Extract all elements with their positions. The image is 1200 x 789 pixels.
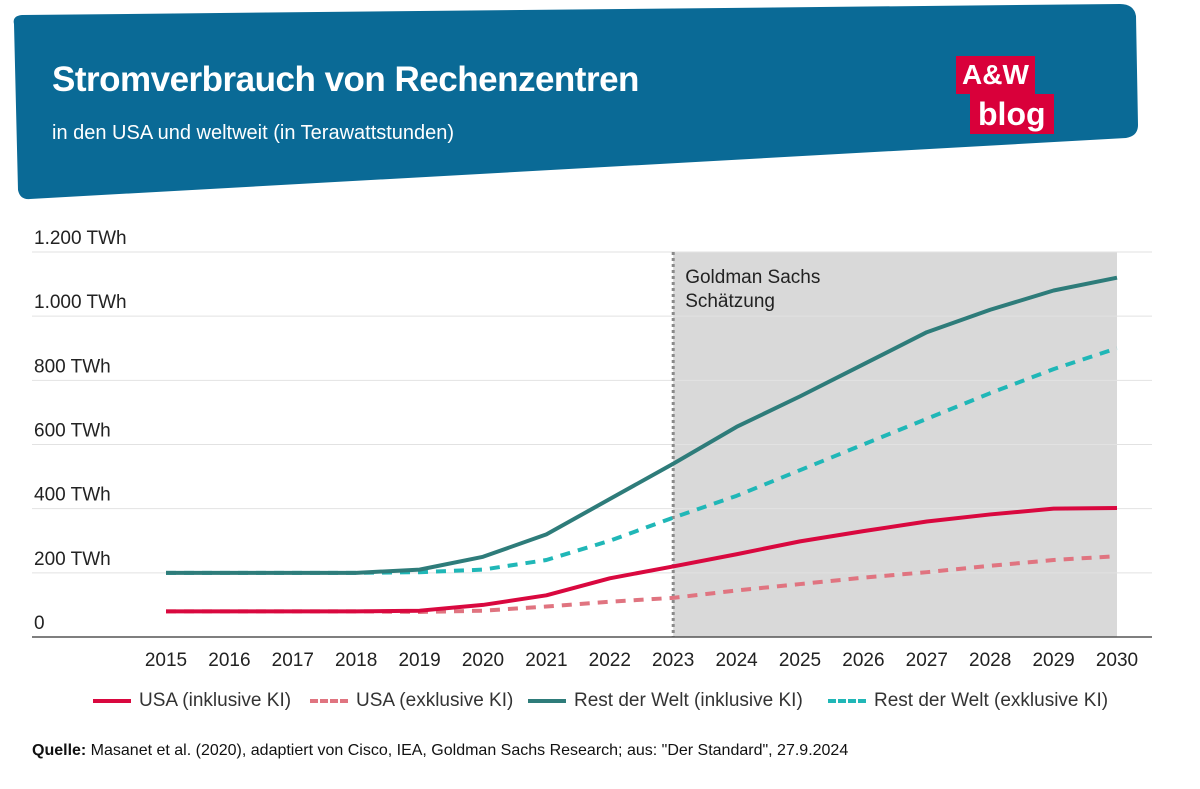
x-tick-label: 2028 (969, 650, 1011, 671)
x-tick-label: 2018 (335, 650, 377, 671)
source-note: Quelle: Masanet et al. (2020), adaptiert… (32, 742, 848, 760)
legend-item-usa-excl: USA (exklusive KI) (310, 690, 513, 712)
legend: USA (inklusive KI) USA (exklusive KI) Re… (0, 690, 1200, 720)
legend-swatch-row-excl (828, 699, 866, 703)
legend-label: USA (inklusive KI) (139, 690, 292, 711)
x-tick-label: 2015 (145, 650, 187, 671)
x-tick-label: 2027 (906, 650, 948, 671)
x-tick-label: 2022 (589, 650, 631, 671)
source-text: Masanet et al. (2020), adaptiert von Cis… (86, 742, 849, 759)
series-line-1 (166, 554, 1118, 614)
x-tick-label: 2017 (272, 650, 314, 671)
y-tick-label: 600 TWh (34, 421, 111, 442)
y-tick-label: 1.000 TWh (34, 292, 127, 313)
legend-label: Rest der Welt (exklusive KI) (874, 690, 1109, 711)
legend-label: Rest der Welt (inklusive KI) (574, 690, 803, 711)
y-tick-label: 800 TWh (34, 356, 111, 377)
x-tick-label: 2030 (1096, 650, 1138, 671)
logo-aw: A&W (956, 56, 1035, 94)
x-tick-label: 2019 (398, 650, 440, 671)
legend-item-usa-incl: USA (inklusive KI) (93, 690, 291, 712)
chart-title: Stromverbrauch von Rechenzentren (52, 60, 639, 99)
legend-swatch-row-incl (528, 699, 566, 703)
chart-subtitle: in den USA und weltweit (in Terawattstun… (52, 122, 455, 144)
x-tick-label: 2020 (462, 650, 504, 671)
x-tick-label: 2016 (208, 650, 250, 671)
x-tick-label: 2029 (1032, 650, 1074, 671)
source-label: Quelle: (32, 742, 87, 759)
y-tick-label: 400 TWh (34, 485, 111, 506)
y-tick-label: 0 (34, 613, 45, 634)
x-tick-label: 2023 (652, 650, 694, 671)
logo-blog: blog (970, 94, 1054, 134)
legend-swatch-usa-excl (310, 699, 348, 703)
x-tick-label: 2025 (779, 650, 821, 671)
legend-label: USA (exklusive KI) (356, 690, 514, 711)
line-chart: Goldman Sachs Schätzung 0 200 TWh 400 TWh 6… (32, 228, 1152, 671)
legend-item-row-incl: Rest der Welt (inklusive KI) (528, 690, 803, 712)
annotation-line1: Goldman Sachs (685, 267, 820, 288)
x-tick-label: 2021 (525, 650, 567, 671)
series-line-2 (166, 275, 1118, 575)
series-line-0 (166, 506, 1118, 614)
legend-swatch-usa-incl (93, 699, 131, 703)
y-tick-label: 1.200 TWh (34, 228, 127, 249)
legend-item-row-excl: Rest der Welt (exklusive KI) (828, 690, 1108, 712)
y-tick-label: 200 TWh (34, 549, 111, 570)
x-tick-label: 2024 (715, 650, 758, 671)
x-tick-label: 2026 (842, 650, 884, 671)
header-banner (13, 4, 1139, 200)
annotation-line2: Schätzung (685, 291, 775, 312)
